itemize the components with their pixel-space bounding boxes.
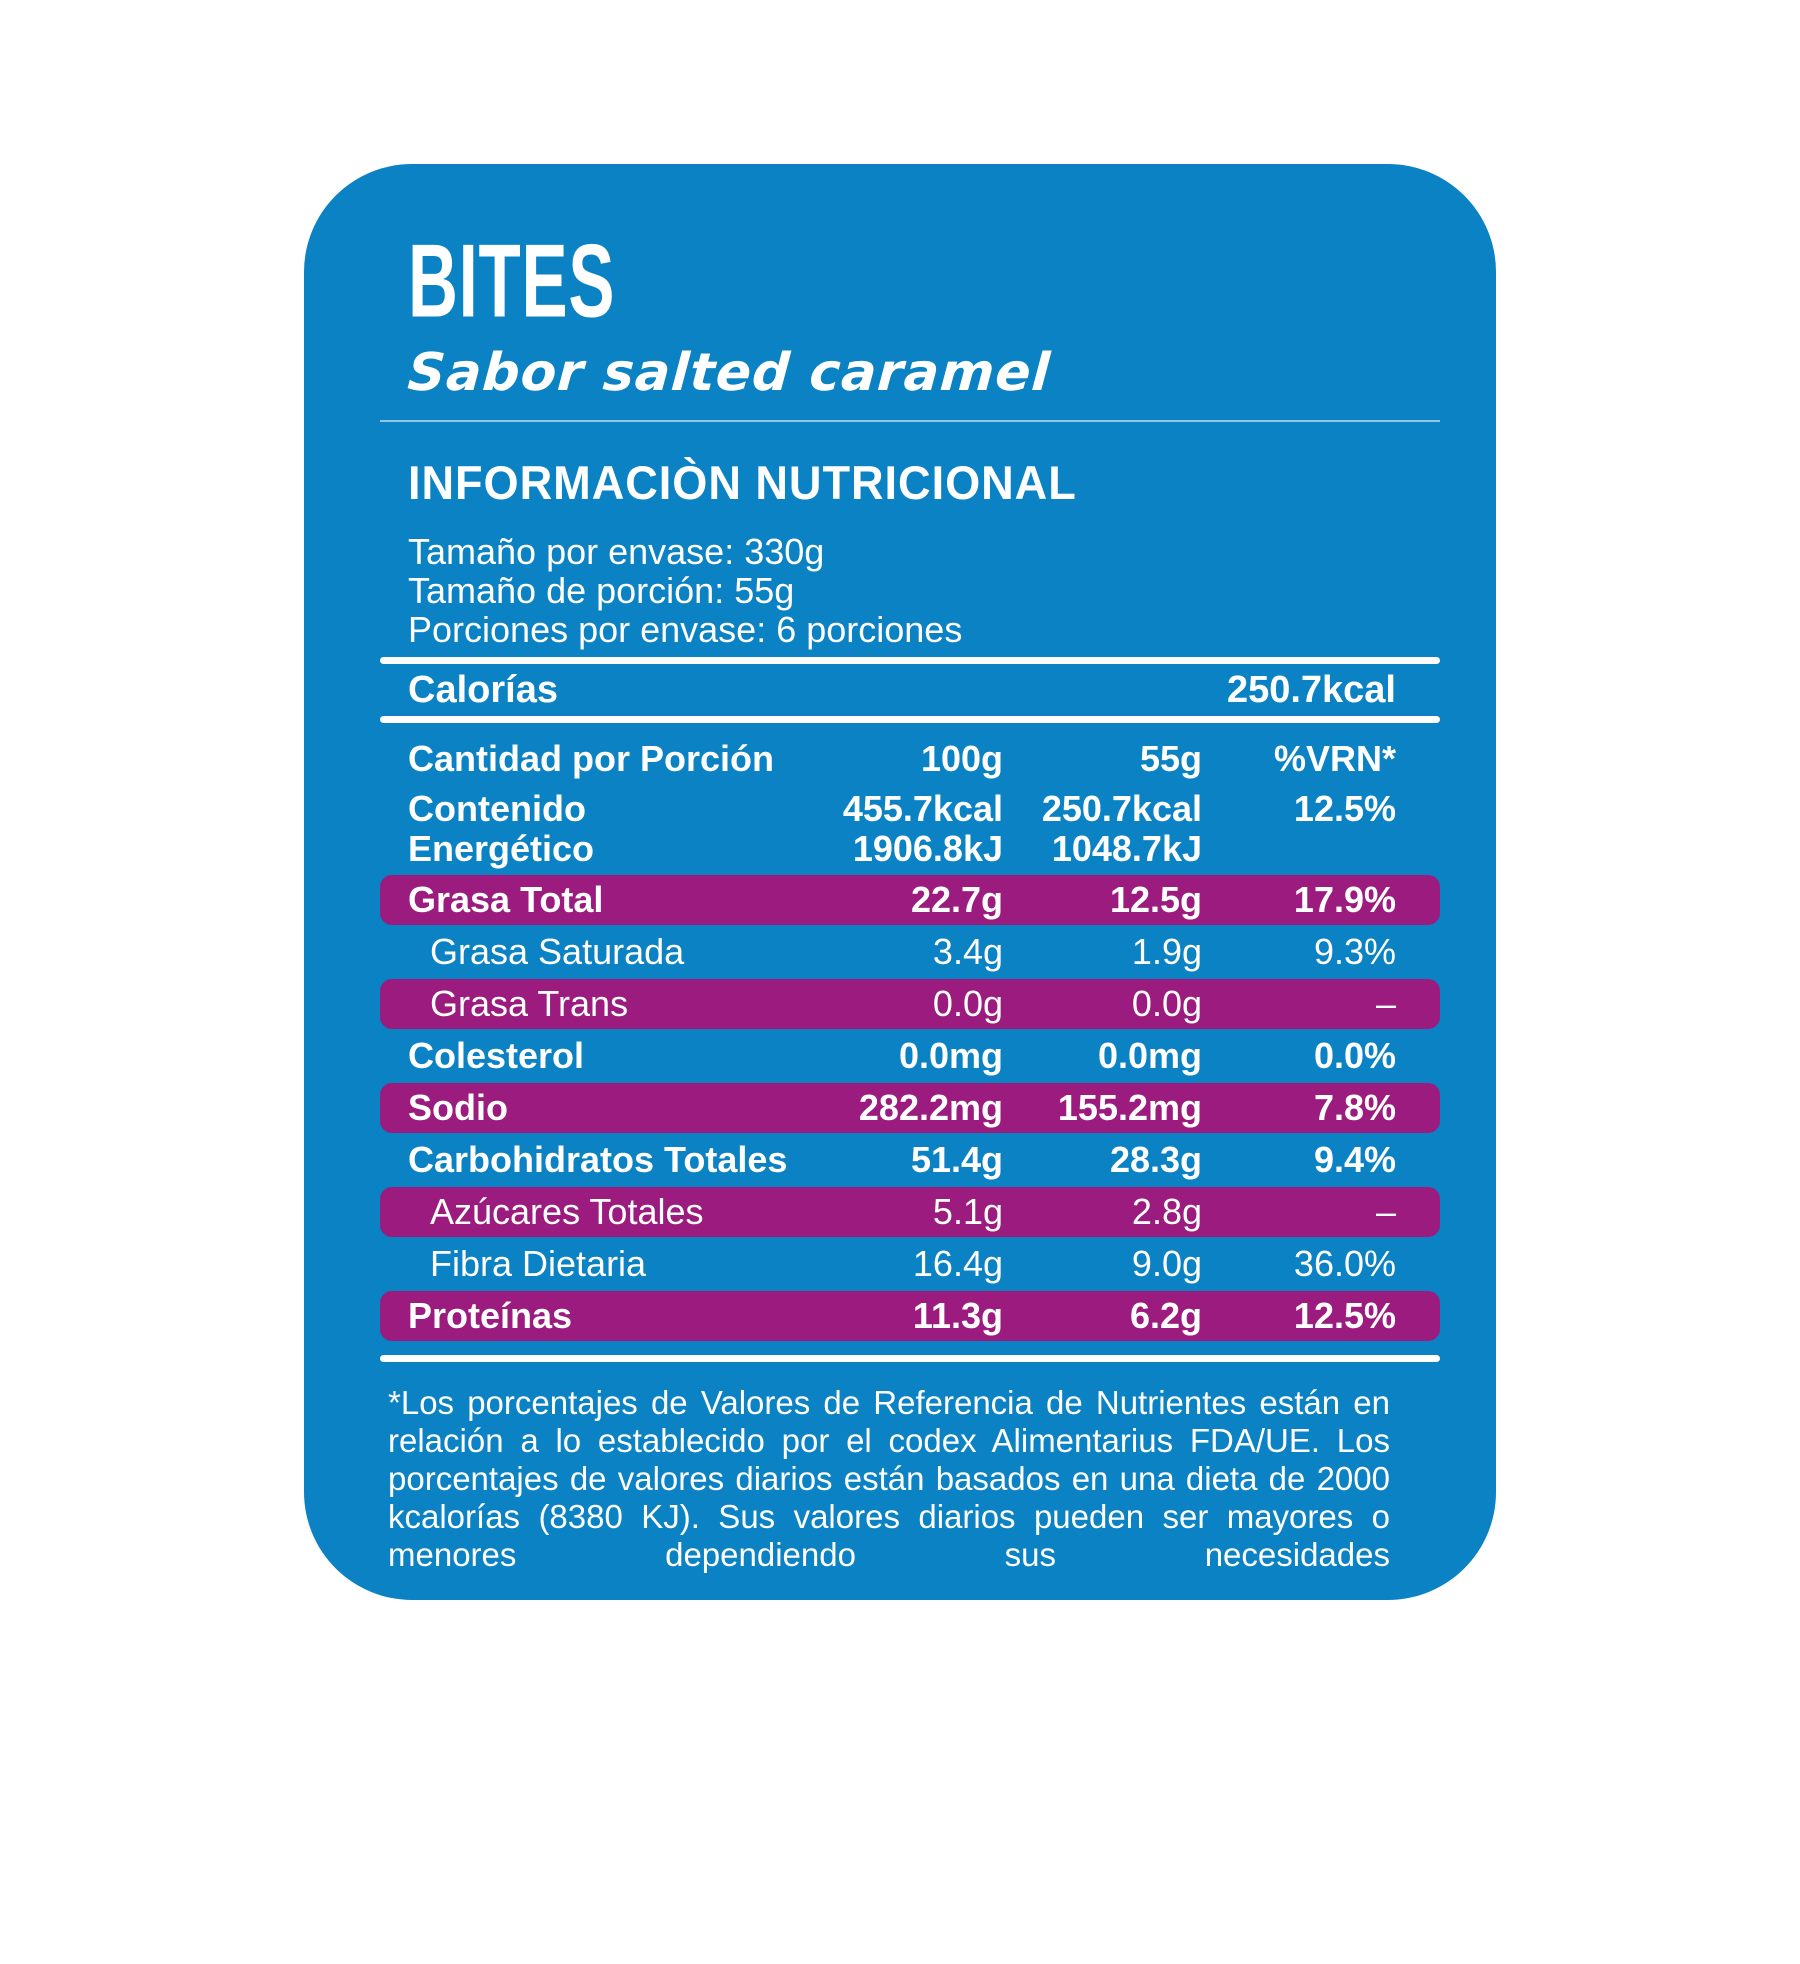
nutrient-label: Grasa Trans: [430, 983, 629, 1024]
nutrient-row: Carbohidratos Totales 51.4g 28.3g 9.4%: [380, 1135, 1440, 1185]
calories-label: Calorías: [408, 668, 558, 711]
nutrient-label: Colesterol: [408, 1035, 585, 1076]
value-vrn: –: [1375, 983, 1396, 1024]
value-per-100g: 16.4g: [912, 1243, 1003, 1284]
title-divider: [380, 420, 1440, 422]
product-title: BITES: [408, 223, 616, 340]
value-vrn: 17.9%: [1293, 879, 1396, 920]
table-header-row: Cantidad por Porción 100g 55g %VRN*: [380, 737, 1440, 781]
title-block: BITES Sabor salted caramel: [405, 230, 1440, 403]
package-size-line: Tamaño por envase: 330g: [408, 531, 825, 572]
footnote-text: *Los porcentajes de Valores de Referenci…: [388, 1384, 1390, 1573]
energy-content-row: Contenido Energético 455.7kcal 1906.8kJ …: [380, 789, 1440, 873]
value-per-100g: 5.1g: [932, 1191, 1003, 1232]
value-per-55g: 2.8g: [1131, 1191, 1202, 1232]
value-per-55g: 0.0g: [1131, 983, 1202, 1024]
product-subtitle: Sabor salted caramel: [405, 343, 1053, 403]
energy-per-55g-kj: 1048.7kJ: [1051, 828, 1202, 869]
energy-per-100g: 455.7kcal 1906.8kJ: [813, 789, 1003, 869]
card-content: BITES Sabor salted caramel INFORMACIÒN N…: [380, 230, 1440, 1600]
value-per-100g: 51.4g: [910, 1139, 1003, 1180]
value-per-55g: 155.2mg: [1057, 1087, 1202, 1128]
value-per-55g: 0.0mg: [1097, 1035, 1202, 1076]
value-per-55g: 6.2g: [1129, 1295, 1202, 1336]
nutrient-row: Grasa Total 22.7g 12.5g 17.9%: [380, 875, 1440, 925]
header-col-100g: 100g: [920, 738, 1003, 779]
value-vrn: 36.0%: [1293, 1243, 1396, 1284]
nutrient-row: Grasa Trans 0.0g 0.0g –: [380, 979, 1440, 1029]
value-per-55g: 9.0g: [1131, 1243, 1202, 1284]
divider-below-calories: [380, 716, 1440, 723]
energy-per-100g-kj: 1906.8kJ: [852, 828, 1003, 869]
nutrient-label: Proteínas: [408, 1295, 573, 1336]
nutrient-row: Proteínas 11.3g 6.2g 12.5%: [380, 1291, 1440, 1341]
value-per-100g: 22.7g: [910, 879, 1003, 920]
energy-vrn: 12.5%: [1293, 788, 1396, 829]
nutrient-row: Azúcares Totales 5.1g 2.8g –: [380, 1187, 1440, 1237]
value-per-100g: 282.2mg: [858, 1087, 1003, 1128]
nutrition-label-card: BITES Sabor salted caramel INFORMACIÒN N…: [304, 164, 1496, 1600]
serving-info-block: Tamaño por envase: 330g Tamaño de porció…: [408, 532, 1440, 649]
value-vrn: 12.5%: [1293, 1295, 1396, 1336]
nutrient-label: Azúcares Totales: [430, 1191, 704, 1232]
value-per-100g: 3.4g: [932, 931, 1003, 972]
energy-label: Contenido Energético: [408, 789, 813, 869]
calories-value: 250.7kcal: [1226, 668, 1396, 711]
energy-per-55g-kcal: 250.7kcal: [1041, 788, 1202, 829]
nutrient-label: Grasa Total: [408, 879, 604, 920]
nutrient-label: Grasa Saturada: [430, 931, 685, 972]
nutrient-label: Carbohidratos Totales: [408, 1139, 788, 1180]
calories-row: Calorías 250.7kcal: [380, 664, 1440, 716]
header-amount-per-portion: Cantidad por Porción: [408, 738, 775, 779]
divider-above-footnote: [380, 1355, 1440, 1362]
nutrient-label: Sodio: [408, 1087, 508, 1128]
value-per-100g: 11.3g: [912, 1295, 1003, 1336]
nutrient-row: Fibra Dietaria 16.4g 9.0g 36.0%: [380, 1239, 1440, 1289]
nutrient-label: Fibra Dietaria: [430, 1243, 647, 1284]
value-per-55g: 12.5g: [1109, 879, 1202, 920]
value-vrn: 9.3%: [1313, 931, 1396, 972]
nutrient-row: Sodio 282.2mg 155.2mg 7.8%: [380, 1083, 1440, 1133]
value-per-100g: 0.0mg: [898, 1035, 1003, 1076]
value-per-100g: 0.0g: [932, 983, 1003, 1024]
nutrient-row: Grasa Saturada 3.4g 1.9g 9.3%: [380, 927, 1440, 977]
energy-label-line2: Energético: [408, 828, 595, 869]
nutrient-row: Colesterol 0.0mg 0.0mg 0.0%: [380, 1031, 1440, 1081]
portion-size-line: Tamaño de porción: 55g: [408, 570, 795, 611]
value-vrn: 9.4%: [1313, 1139, 1396, 1180]
nutrient-rows: Grasa Total 22.7g 12.5g 17.9% Grasa Satu…: [380, 875, 1440, 1341]
energy-per-100g-kcal: 455.7kcal: [842, 788, 1003, 829]
value-vrn: –: [1375, 1191, 1396, 1232]
energy-label-line1: Contenido: [408, 788, 586, 829]
value-vrn: 0.0%: [1313, 1035, 1396, 1076]
header-col-vrn: %VRN*: [1273, 738, 1396, 779]
portions-per-package-line: Porciones por envase: 6 porciones: [408, 609, 963, 650]
value-vrn: 7.8%: [1313, 1087, 1396, 1128]
divider-above-calories: [380, 657, 1440, 664]
energy-per-55g: 250.7kcal 1048.7kJ: [1003, 789, 1202, 869]
value-per-55g: 28.3g: [1109, 1139, 1202, 1180]
value-per-55g: 1.9g: [1131, 931, 1202, 972]
nutrition-heading: INFORMACIÒN NUTRICIONAL: [408, 456, 1077, 509]
header-col-55g: 55g: [1139, 738, 1202, 779]
